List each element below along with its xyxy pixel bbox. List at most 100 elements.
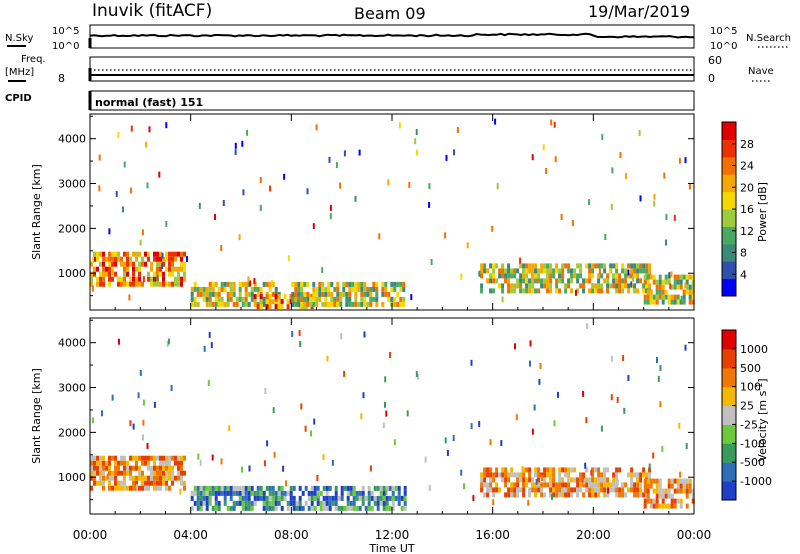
- echo-point: [414, 138, 417, 145]
- echo-point: [588, 199, 591, 206]
- echo-point: [415, 129, 418, 135]
- echo-point: [271, 280, 273, 287]
- colorbar-tick-label: 20: [740, 181, 754, 194]
- echo-point: [659, 365, 662, 371]
- echo-point: [298, 330, 301, 337]
- echo-point: [263, 460, 266, 467]
- colorbar-tick-label: 24: [740, 160, 754, 173]
- echo-point: [166, 341, 169, 347]
- echo-point: [111, 394, 114, 401]
- echo-point: [111, 269, 114, 276]
- echo-band-4: [480, 263, 652, 294]
- echo-point: [430, 259, 433, 265]
- noise-panel: 10^5 10^0 10^5 10^0 N.Sky N.Search: [5, 24, 791, 52]
- echo-point: [582, 390, 585, 397]
- echo-point: [531, 428, 534, 435]
- velocity-panel: 1000 2000 3000 4000 Slant Range [km] 1000 50…: [30, 317, 772, 515]
- echo-point: [155, 268, 158, 275]
- echo-point: [428, 484, 431, 491]
- echo-point: [98, 185, 101, 192]
- echo-point: [98, 154, 101, 161]
- echo-point: [648, 463, 651, 470]
- colorbar-swatch: [722, 191, 736, 210]
- echo-point: [234, 142, 237, 149]
- echo-point: [611, 167, 614, 174]
- colorbar-tick-label: 28: [740, 138, 754, 151]
- colorbar-tick-label: 100: [740, 381, 761, 394]
- velocity-echoes: [90, 323, 695, 511]
- nave-label: Nave: [748, 66, 774, 77]
- echo-point: [378, 233, 381, 240]
- echo-point: [130, 187, 133, 194]
- echo-point: [460, 273, 463, 280]
- echo-point: [211, 454, 214, 461]
- nsky-label: N.Sky: [5, 33, 33, 44]
- noise-tick-top-left: 10^5: [52, 26, 79, 37]
- echo-point: [680, 295, 683, 302]
- echo-point: [453, 149, 456, 156]
- echo-point: [623, 407, 626, 414]
- echo-point: [610, 355, 613, 362]
- echo-point: [545, 168, 548, 174]
- colorbar-swatch: [722, 209, 736, 227]
- echo-point: [343, 370, 346, 377]
- echo-point: [619, 152, 622, 159]
- y-tick-label: 3000: [58, 178, 86, 191]
- echo-point: [118, 338, 120, 345]
- echo-point: [653, 200, 656, 207]
- echo-point: [610, 203, 613, 210]
- date-title: 19/Mar/2019: [588, 2, 690, 21]
- echo-point: [165, 220, 168, 227]
- echo-point: [340, 333, 343, 340]
- velocity-colorbar: 1000 500 100 25 -25 -100 -500 -1000: [721, 329, 772, 501]
- echo-point: [673, 214, 676, 221]
- echo-point: [123, 161, 126, 168]
- colorbar-swatch: [722, 405, 736, 425]
- beam-title: Beam 09: [354, 4, 426, 23]
- echo-point: [663, 172, 666, 179]
- echo-point: [264, 387, 267, 394]
- echo-point: [685, 443, 688, 450]
- colorbar-swatch: [722, 156, 736, 175]
- echo-point: [557, 391, 559, 398]
- echo-point: [369, 465, 372, 472]
- x-tick-label: 08:00: [274, 528, 309, 542]
- echo-point: [608, 268, 611, 275]
- echo-point: [132, 423, 135, 430]
- echo-point: [656, 357, 658, 364]
- echo-point: [406, 410, 409, 417]
- colorbar-tick-label: 16: [740, 203, 754, 216]
- echo-point: [529, 360, 531, 367]
- echo-point: [122, 206, 124, 213]
- echo-point: [496, 183, 499, 190]
- echo-point: [316, 475, 319, 481]
- echo-point: [632, 275, 634, 282]
- echo-point: [452, 435, 455, 442]
- echo-point: [139, 239, 142, 246]
- colorbar-swatch: [722, 122, 736, 140]
- echo-point: [139, 369, 142, 376]
- echo-point: [273, 451, 276, 458]
- echo-point: [554, 156, 557, 163]
- echo-point: [684, 282, 687, 289]
- echo-point: [553, 121, 556, 128]
- echo-point: [470, 359, 473, 366]
- echo-point: [521, 466, 524, 473]
- echo-point: [625, 173, 627, 179]
- echo-point: [533, 404, 536, 411]
- velocity-ylabel: Slant Range [km]: [30, 368, 43, 464]
- echo-point: [519, 257, 522, 264]
- noise-tick-bottom-left: 10^0: [52, 41, 79, 52]
- echo-point: [638, 130, 641, 137]
- echo-point: [630, 281, 633, 288]
- echo-band-1: [190, 281, 281, 307]
- echo-point: [494, 118, 497, 125]
- echo-point: [238, 234, 241, 241]
- echo-point: [115, 191, 118, 197]
- colorbar-tick-label: 8: [740, 247, 747, 260]
- echo-point: [170, 385, 173, 391]
- echo-point: [153, 401, 156, 408]
- echo-point: [408, 182, 411, 188]
- echo-point: [384, 376, 387, 383]
- echo-point: [129, 420, 132, 427]
